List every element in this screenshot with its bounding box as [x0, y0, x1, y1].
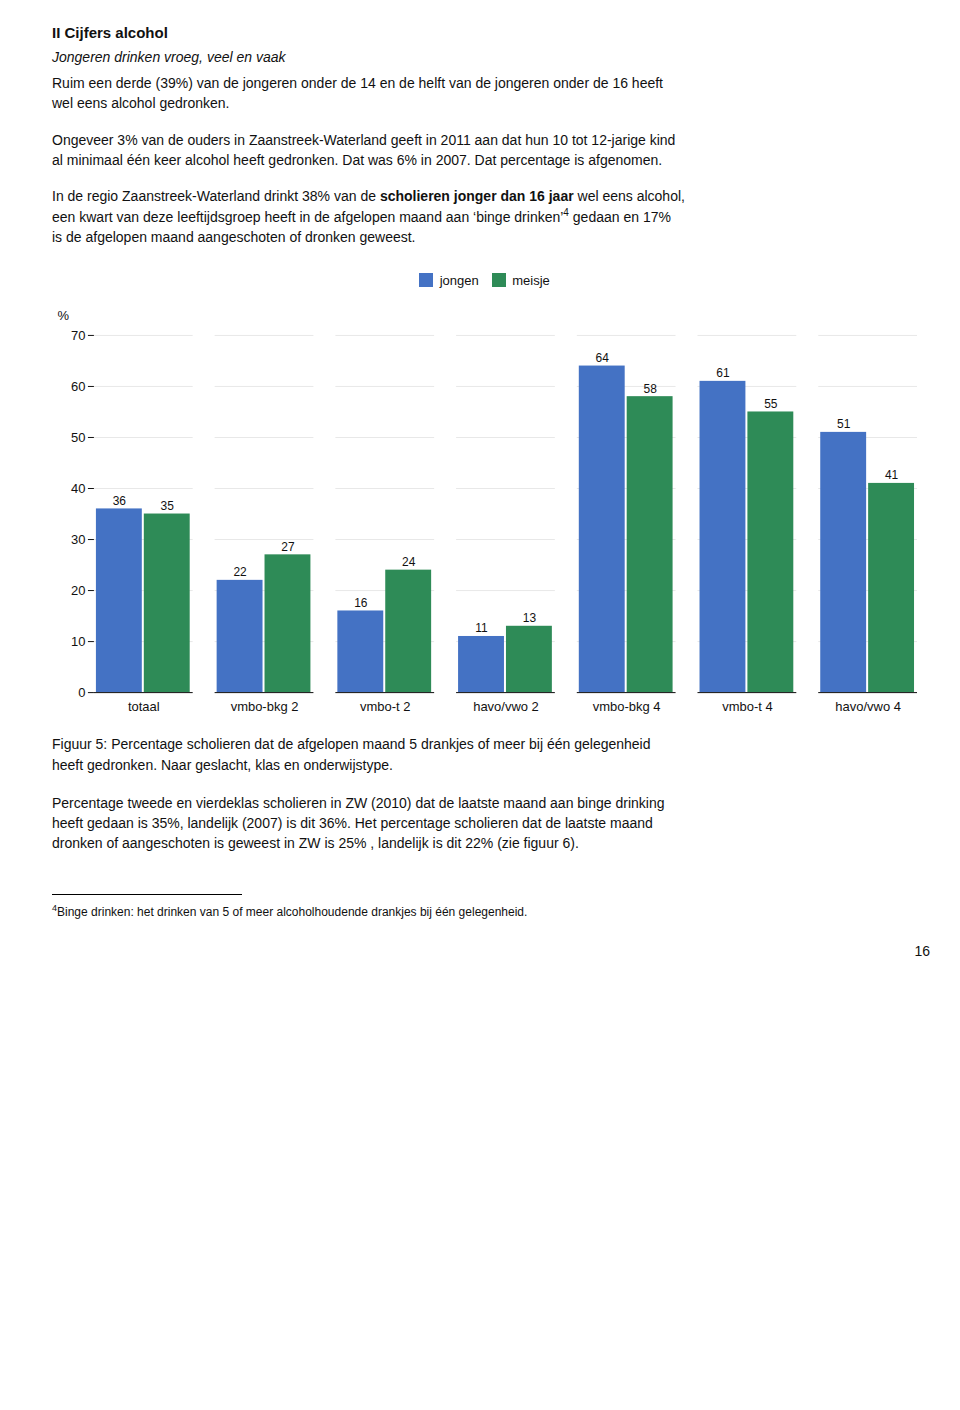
svg-text:64: 64: [596, 351, 610, 365]
svg-text:16: 16: [354, 596, 368, 610]
html-text:een kwart van deze leeftijdsgr: een kwart van deze leeftijdsgroep heeft …: [52, 207, 671, 226]
svg-text:0: 0: [78, 685, 85, 700]
svg-text:61: 61: [716, 366, 730, 380]
svg-text:60: 60: [71, 379, 85, 394]
html-text:In de regio Zaanstreek-Waterla: In de regio Zaanstreek-Waterland drinkt …: [52, 188, 685, 205]
svg-text:41: 41: [885, 468, 899, 482]
html-text:II Cijfers alcohol: II Cijfers alcohol: [52, 24, 168, 41]
svg-text:70: 70: [71, 328, 85, 343]
html-text:meisje: meisje: [512, 272, 550, 288]
svg-text:50: 50: [71, 430, 85, 445]
svg-text:51: 51: [837, 417, 851, 431]
svg-text:havo/vwo 4: havo/vwo 4: [835, 699, 901, 714]
svg-text:36: 36: [113, 494, 127, 508]
html-text:16: 16: [914, 942, 930, 959]
svg-text:vmbo-t 2: vmbo-t 2: [360, 699, 410, 714]
svg-text:vmbo-bkg 2: vmbo-bkg 2: [231, 699, 299, 714]
svg-text:58: 58: [643, 382, 657, 396]
html-text:Ongeveer 3% van de ouders in Z: Ongeveer 3% van de ouders in Zaanstreek-…: [52, 131, 676, 168]
svg-text:35: 35: [161, 499, 175, 513]
html-text:4Binge drinken: het drinken va: 4Binge drinken: het drinken van 5 of mee…: [52, 902, 528, 919]
svg-text:27: 27: [281, 540, 295, 554]
html-text:Figuur 5: Percentage scholiere: Figuur 5: Percentage scholieren dat de a…: [52, 736, 651, 773]
svg-text:55: 55: [764, 397, 778, 411]
html-text:Jongeren drinken vroeg, veel e: Jongeren drinken vroeg, veel en vaak: [52, 49, 286, 65]
html-text:is de afgelopen maand aangesch: is de afgelopen maand aangeschoten of dr…: [52, 229, 416, 246]
html-text:jongen: jongen: [439, 272, 479, 288]
html-text:Ruim een derde (39%) van de jo: Ruim een derde (39%) van de jongeren ond…: [52, 75, 663, 112]
svg-text:24: 24: [402, 555, 416, 569]
html-text:Percentage tweede en vierdekla: Percentage tweede en vierdeklas scholier…: [52, 794, 665, 852]
svg-text:%: %: [58, 308, 70, 323]
svg-text:22: 22: [233, 565, 247, 579]
svg-text:havo/vwo 2: havo/vwo 2: [473, 699, 539, 714]
svg-text:40: 40: [71, 481, 85, 496]
svg-text:vmbo-bkg 4: vmbo-bkg 4: [593, 699, 661, 714]
svg-text:20: 20: [71, 583, 85, 598]
svg-text:11: 11: [475, 622, 488, 636]
svg-text:10: 10: [71, 634, 85, 649]
svg-text:vmbo-t 4: vmbo-t 4: [722, 699, 772, 714]
svg-text:totaal: totaal: [128, 699, 160, 714]
svg-text:30: 30: [71, 532, 85, 547]
svg-text:13: 13: [523, 611, 537, 625]
